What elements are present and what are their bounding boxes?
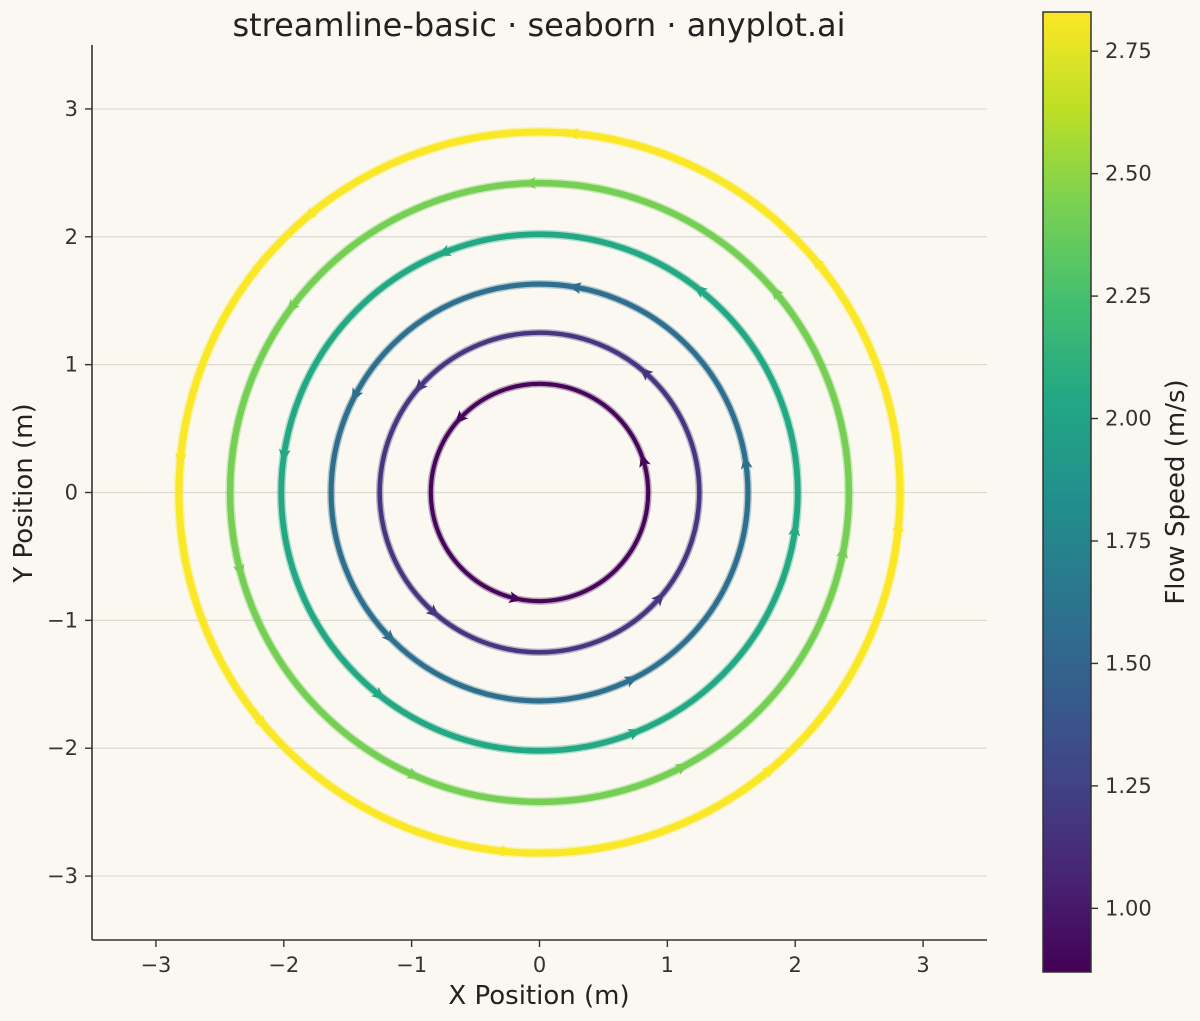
flow-arrow	[522, 177, 536, 190]
flow-arrow	[499, 844, 514, 857]
flow-arrow	[627, 729, 642, 741]
flow-arrow	[740, 455, 753, 470]
flow-arrow	[232, 563, 245, 578]
x-tick-label: 2	[789, 953, 802, 977]
colorbar-label: Flow Speed (m/s)	[1161, 379, 1191, 604]
x-tick-label: −2	[268, 953, 299, 977]
flow-arrow	[891, 518, 904, 533]
x-axis-label: X Position (m)	[448, 981, 629, 1011]
flow-arrow	[414, 378, 428, 393]
streamlines	[173, 126, 906, 859]
flow-arrow	[437, 244, 452, 256]
colorbar-ticks: 1.00 1.25 1.50 1.75 2.00 2.25 2.50 2.75	[1091, 39, 1152, 920]
streamline	[226, 179, 853, 806]
flow-arrow	[568, 282, 582, 295]
flow-arrow	[639, 453, 651, 468]
flow-arrow	[761, 765, 776, 779]
flow-arrow	[278, 448, 291, 463]
colorbar-tick-label: 1.50	[1105, 651, 1152, 675]
y-tick-label: 1	[65, 353, 78, 377]
flow-arrow	[623, 676, 638, 688]
colorbar-tick-label: 2.75	[1105, 39, 1152, 63]
flow-arrow	[651, 592, 665, 607]
flow-arrow	[381, 629, 395, 643]
flow-arrow	[175, 452, 188, 467]
flow-arrow	[674, 763, 689, 775]
x-tick-label: −3	[140, 953, 171, 977]
flow-arrow	[303, 206, 318, 220]
streamline	[328, 281, 751, 704]
y-tick-label: −3	[47, 864, 78, 888]
y-tick-label: 0	[65, 481, 78, 505]
y-tick-label: 2	[65, 225, 78, 249]
y-ticks: −3 −2 −1 0 1 2 3	[47, 97, 92, 888]
flow-arrow	[694, 285, 708, 299]
colorbar-tick-label: 2.00	[1105, 407, 1152, 431]
y-tick-label: −2	[47, 736, 78, 760]
colorbar-tick-label: 2.50	[1105, 162, 1152, 186]
streamline	[377, 330, 702, 655]
colorbar-tick-label: 1.25	[1105, 774, 1152, 798]
y-tick-label: −1	[47, 608, 78, 632]
colorbar-tick-label: 1.75	[1105, 529, 1152, 553]
x-tick-label: −1	[396, 953, 427, 977]
flow-arrow	[788, 522, 801, 537]
x-tick-label: 1	[661, 953, 674, 977]
streamline	[428, 381, 651, 604]
flow-arrow	[812, 256, 826, 271]
flow-arrow	[836, 544, 848, 559]
streamline	[175, 128, 904, 857]
flow-arrow	[639, 367, 654, 381]
flow-arrow	[770, 286, 784, 301]
streamline	[278, 231, 801, 754]
x-tick-label: 3	[916, 953, 929, 977]
flow-arrow	[351, 387, 364, 402]
flow-arrow	[508, 591, 523, 604]
x-tick-label: 0	[533, 953, 546, 977]
chart-title: streamline-basic · seaborn · anyplot.ai	[232, 6, 845, 44]
colorbar	[1042, 11, 1092, 973]
flow-arrow	[287, 298, 300, 313]
y-axis-label: Y Position (m)	[9, 403, 39, 583]
flow-arrow	[565, 128, 580, 141]
flow-arrow	[253, 714, 267, 729]
flow-arrow	[406, 767, 421, 779]
y-tick-label: 3	[65, 97, 78, 121]
x-ticks: −3 −2 −1 0 1 2 3	[140, 940, 930, 977]
colorbar-tick-label: 1.00	[1105, 896, 1152, 920]
flow-arrow	[371, 686, 385, 700]
flow-arrows	[175, 128, 904, 857]
colorbar-tick-label: 2.25	[1105, 284, 1152, 308]
flow-arrow	[425, 604, 440, 618]
flow-arrow	[455, 410, 469, 424]
